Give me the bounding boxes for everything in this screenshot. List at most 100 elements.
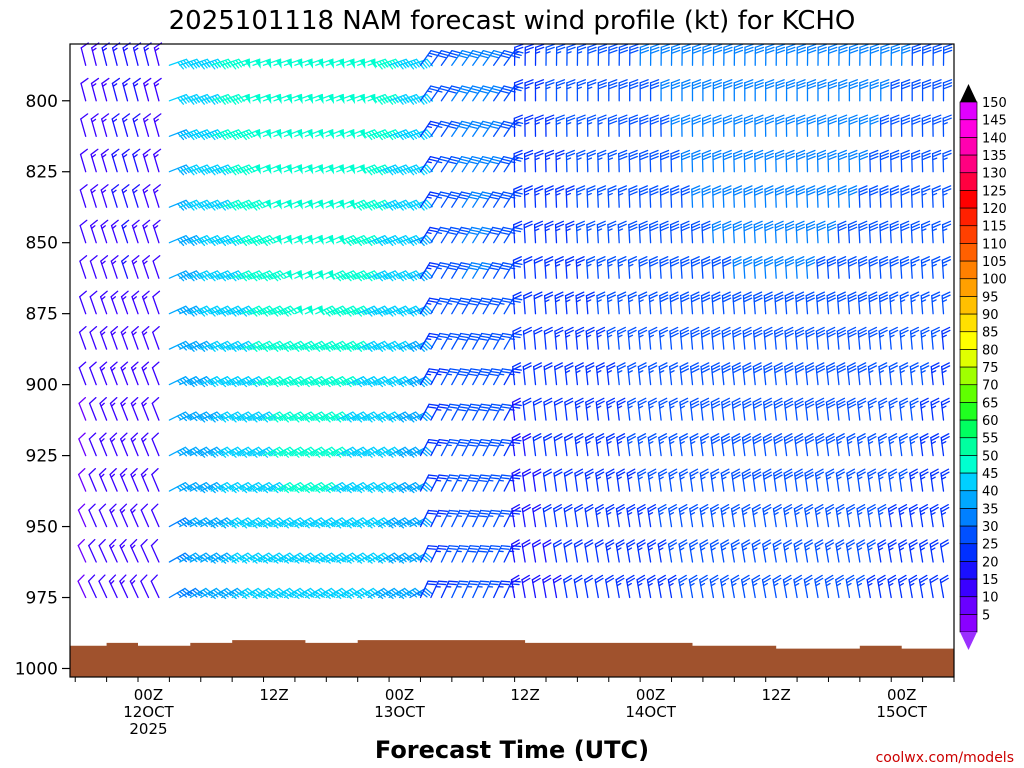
wind-barb	[472, 368, 491, 386]
wind-barb	[939, 574, 949, 599]
wind-barb	[388, 446, 413, 458]
wind-barb	[419, 545, 438, 563]
wind-barb	[99, 361, 108, 386]
wind-barb	[100, 148, 109, 173]
wind-barb	[764, 185, 774, 208]
wind-barb	[121, 219, 130, 244]
x-tick-label: 12Z	[259, 686, 288, 704]
wind-barb	[742, 397, 752, 421]
wind-barb	[720, 468, 730, 492]
wind-barb	[606, 397, 616, 421]
wind-barb	[845, 574, 855, 599]
wind-barb	[773, 397, 784, 421]
wind-barb	[775, 43, 786, 66]
wind-barb	[637, 397, 647, 421]
y-tick-label: 850	[26, 234, 58, 254]
wind-barb	[451, 85, 472, 102]
wind-barb	[743, 114, 754, 137]
wind-barb	[511, 503, 521, 528]
wind-barb	[920, 291, 930, 315]
wind-barb	[89, 325, 98, 350]
wind-barb	[130, 467, 139, 492]
wind-barb	[131, 184, 141, 208]
wind-barb	[680, 256, 690, 279]
wind-barb	[140, 467, 150, 492]
wind-barb	[336, 481, 360, 494]
wind-barb	[649, 220, 659, 244]
x-tick-label: 00Z	[385, 686, 414, 704]
wind-barb	[398, 517, 423, 528]
wind-barb	[565, 256, 575, 279]
wind-barb	[618, 114, 628, 137]
wind-barb	[131, 290, 140, 315]
wind-barb	[111, 42, 121, 66]
wind-barb	[304, 270, 324, 281]
wind-barb	[607, 114, 618, 137]
wind-barb	[493, 332, 512, 350]
wind-barb	[940, 433, 950, 457]
wind-barb	[826, 256, 837, 279]
wind-barb	[795, 220, 805, 244]
wind-barb	[775, 149, 785, 173]
wind-barb	[512, 362, 522, 386]
wind-barb	[273, 411, 298, 423]
wind-barb	[740, 574, 751, 599]
wind-barb	[754, 149, 764, 173]
wind-barb	[189, 517, 214, 528]
wind-barb	[889, 291, 899, 315]
wind-barb	[751, 503, 762, 528]
wind-barb	[879, 185, 889, 208]
wind-barb	[856, 539, 866, 563]
wind-barb	[120, 361, 129, 386]
wind-barb	[785, 43, 796, 66]
wind-barb	[200, 587, 224, 600]
wind-barb	[679, 291, 690, 315]
wind-barb	[898, 503, 908, 528]
wind-barb	[691, 43, 702, 66]
wind-barb	[731, 362, 742, 386]
wind-barb	[584, 539, 594, 563]
wind-barb	[795, 185, 806, 208]
wind-barb	[803, 574, 813, 599]
x-tick-label: 14OCT	[625, 703, 676, 721]
wind-barb	[942, 43, 953, 66]
wind-barb	[793, 468, 804, 492]
credit-text: coolwx.com/models	[876, 750, 1014, 766]
wind-barb	[294, 270, 314, 281]
wind-barb	[649, 185, 659, 208]
wind-barb	[764, 220, 774, 244]
wind-barb	[920, 362, 930, 386]
colorbar-swatch	[959, 101, 978, 121]
wind-barb	[283, 552, 308, 564]
wind-barb	[921, 79, 932, 102]
wind-barb	[931, 256, 941, 279]
wind-barb	[595, 468, 605, 492]
colorbar-label: 20	[982, 555, 999, 570]
wind-barb	[848, 79, 859, 102]
wind-barb	[616, 433, 626, 457]
wind-barb	[533, 326, 543, 350]
wind-barb	[752, 433, 762, 457]
wind-barb	[130, 361, 139, 386]
wind-barb	[79, 184, 88, 208]
wind-barb	[142, 255, 150, 279]
x-tick-label: 00Z	[134, 686, 163, 704]
wind-barb	[99, 290, 108, 315]
wind-barb	[98, 503, 108, 528]
wind-barb	[388, 517, 413, 529]
wind-barb	[679, 433, 689, 457]
wind-barb	[88, 467, 97, 492]
wind-barb	[574, 397, 584, 421]
wind-barb	[461, 191, 482, 208]
wind-barb	[931, 149, 942, 173]
wind-barb	[856, 468, 866, 492]
wind-barb	[252, 411, 277, 423]
wind-barb	[472, 120, 492, 137]
x-tick-label: 12Z	[510, 686, 539, 704]
wind-barb	[898, 468, 908, 492]
wind-barb	[754, 114, 764, 137]
wind-barb	[845, 539, 856, 563]
wind-barb	[699, 433, 710, 457]
wind-barb	[657, 503, 667, 528]
wind-barb	[262, 446, 287, 458]
